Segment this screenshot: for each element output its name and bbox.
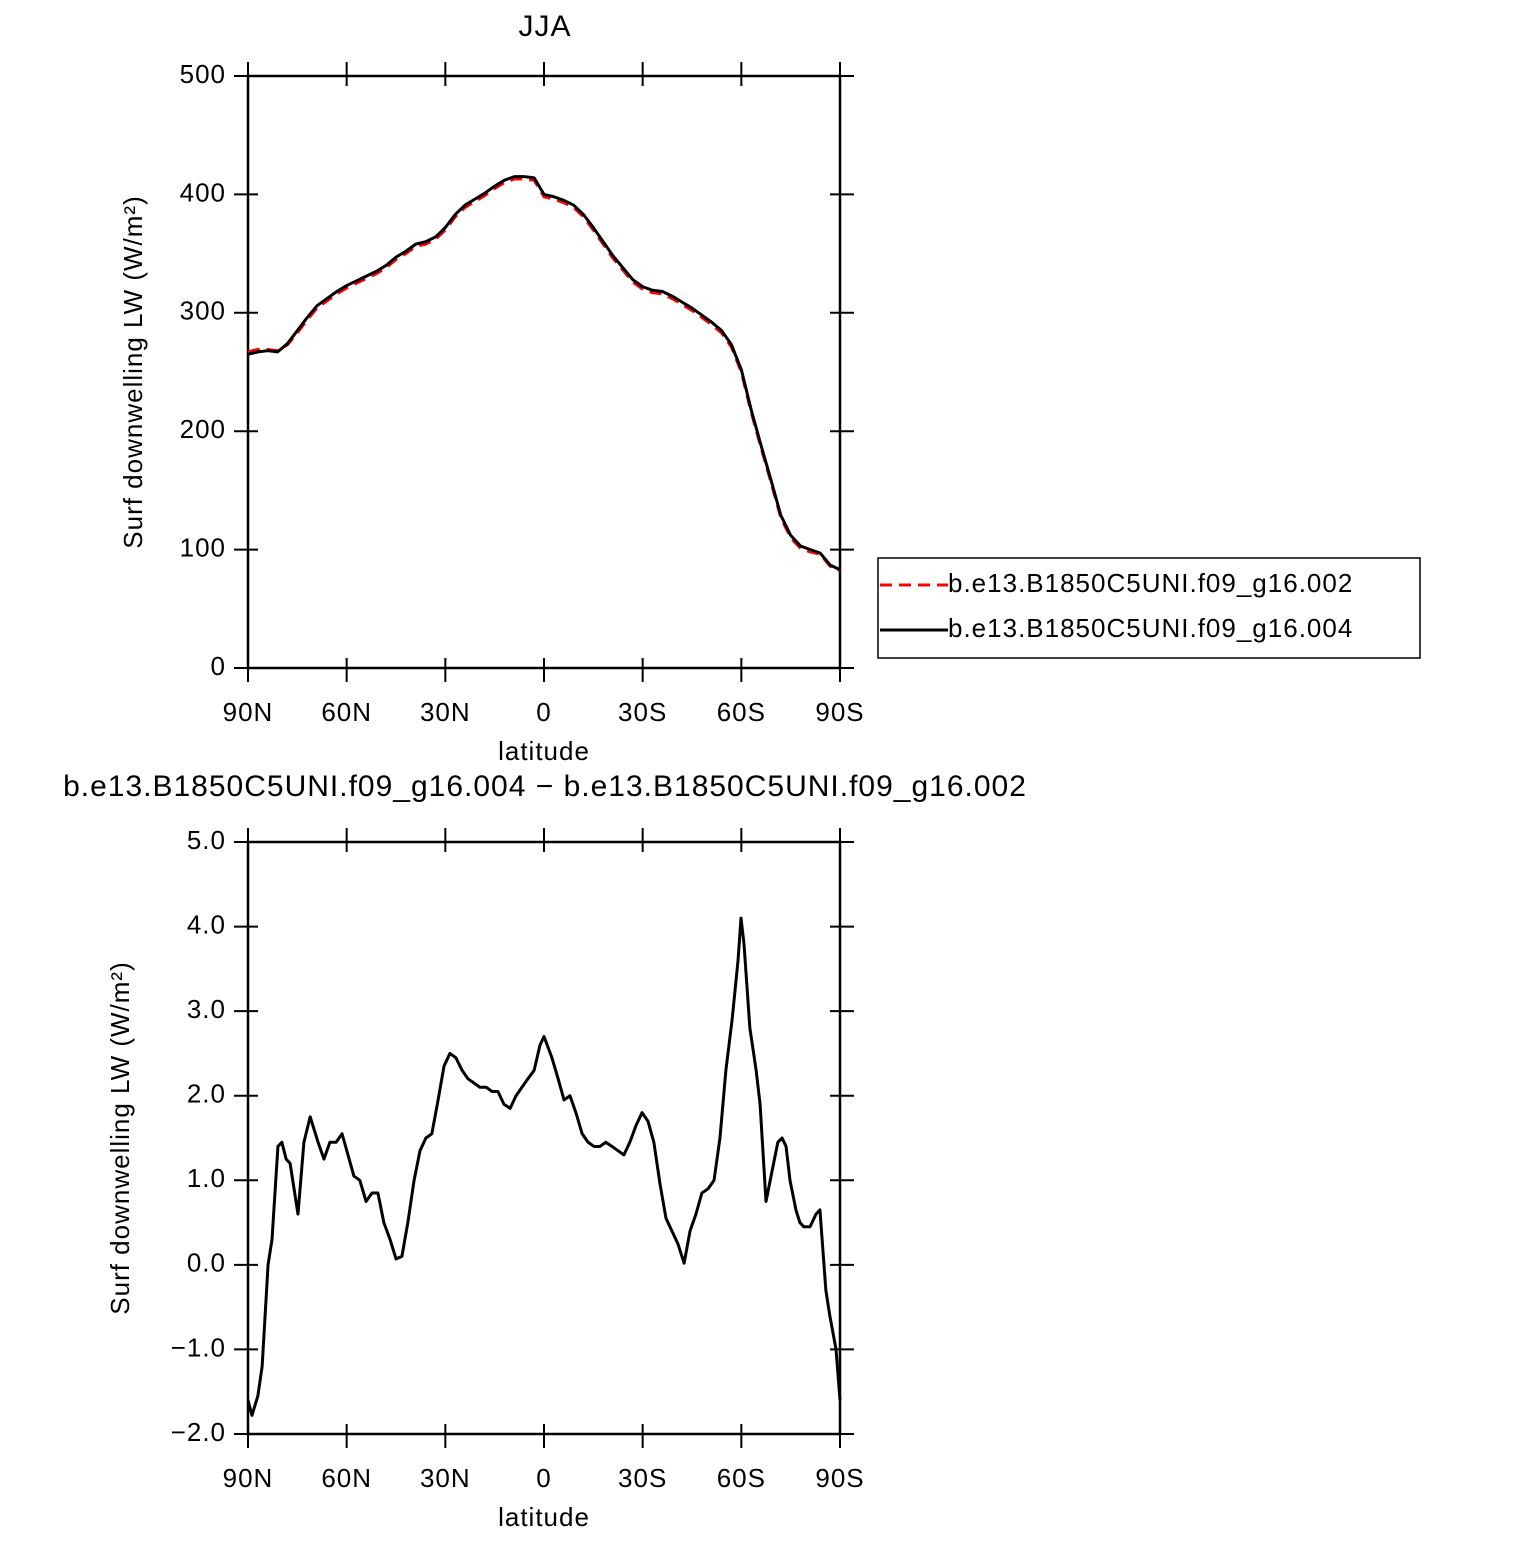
y-tick-label: 5.0 bbox=[187, 825, 226, 855]
legend-box bbox=[877, 557, 1421, 659]
y-axis-label: Surf downwelling LW (W/m²) bbox=[118, 195, 148, 548]
plot-frame bbox=[246, 840, 842, 1436]
x-tick-label: 60S bbox=[717, 697, 766, 727]
x-tick-label: 30N bbox=[420, 697, 471, 727]
x-tick-label: 0 bbox=[536, 697, 551, 727]
y-tick-label: −1.0 bbox=[171, 1332, 226, 1362]
y-tick-label: 400 bbox=[180, 177, 226, 207]
y-tick-label: 0.0 bbox=[187, 1248, 226, 1278]
chart-title: b.e13.B1850C5UNI.f09_g16.004 − b.e13.B18… bbox=[63, 770, 1027, 803]
plot-frame bbox=[246, 74, 842, 670]
x-tick-label: 30N bbox=[420, 1463, 471, 1493]
y-tick-label: 4.0 bbox=[187, 909, 226, 939]
x-axis-label: latitude bbox=[498, 1502, 590, 1532]
legend-label: b.e13.B1850C5UNI.f09_g16.002 bbox=[948, 568, 1353, 598]
x-axis-label: latitude bbox=[498, 736, 590, 766]
x-tick-label: 60N bbox=[321, 697, 372, 727]
y-tick-label: 500 bbox=[180, 59, 226, 89]
y-tick-label: 1.0 bbox=[187, 1163, 226, 1193]
legend-label: b.e13.B1850C5UNI.f09_g16.004 bbox=[948, 613, 1353, 643]
y-tick-label: 2.0 bbox=[187, 1079, 226, 1109]
x-tick-label: 90S bbox=[815, 697, 864, 727]
y-tick-label: −2.0 bbox=[171, 1417, 226, 1447]
x-tick-label: 90S bbox=[815, 1463, 864, 1493]
y-tick-label: 0 bbox=[211, 651, 226, 681]
y-tick-label: 300 bbox=[180, 296, 226, 326]
y-tick-label: 3.0 bbox=[187, 994, 226, 1024]
y-tick-label: 200 bbox=[180, 414, 226, 444]
data-line bbox=[246, 916, 842, 1417]
x-tick-label: 60N bbox=[321, 1463, 372, 1493]
y-tick-label: 100 bbox=[180, 532, 226, 562]
x-tick-label: 0 bbox=[536, 1463, 551, 1493]
x-tick-label: 30S bbox=[618, 1463, 667, 1493]
data-line bbox=[247, 177, 841, 573]
chart-title: JJA bbox=[518, 10, 571, 43]
x-tick-label: 90N bbox=[223, 697, 274, 727]
x-tick-label: 90N bbox=[223, 1463, 274, 1493]
x-tick-label: 60S bbox=[717, 1463, 766, 1493]
data-line bbox=[247, 175, 841, 572]
y-axis-label: Surf downwelling LW (W/m²) bbox=[105, 961, 135, 1314]
x-tick-label: 30S bbox=[618, 697, 667, 727]
